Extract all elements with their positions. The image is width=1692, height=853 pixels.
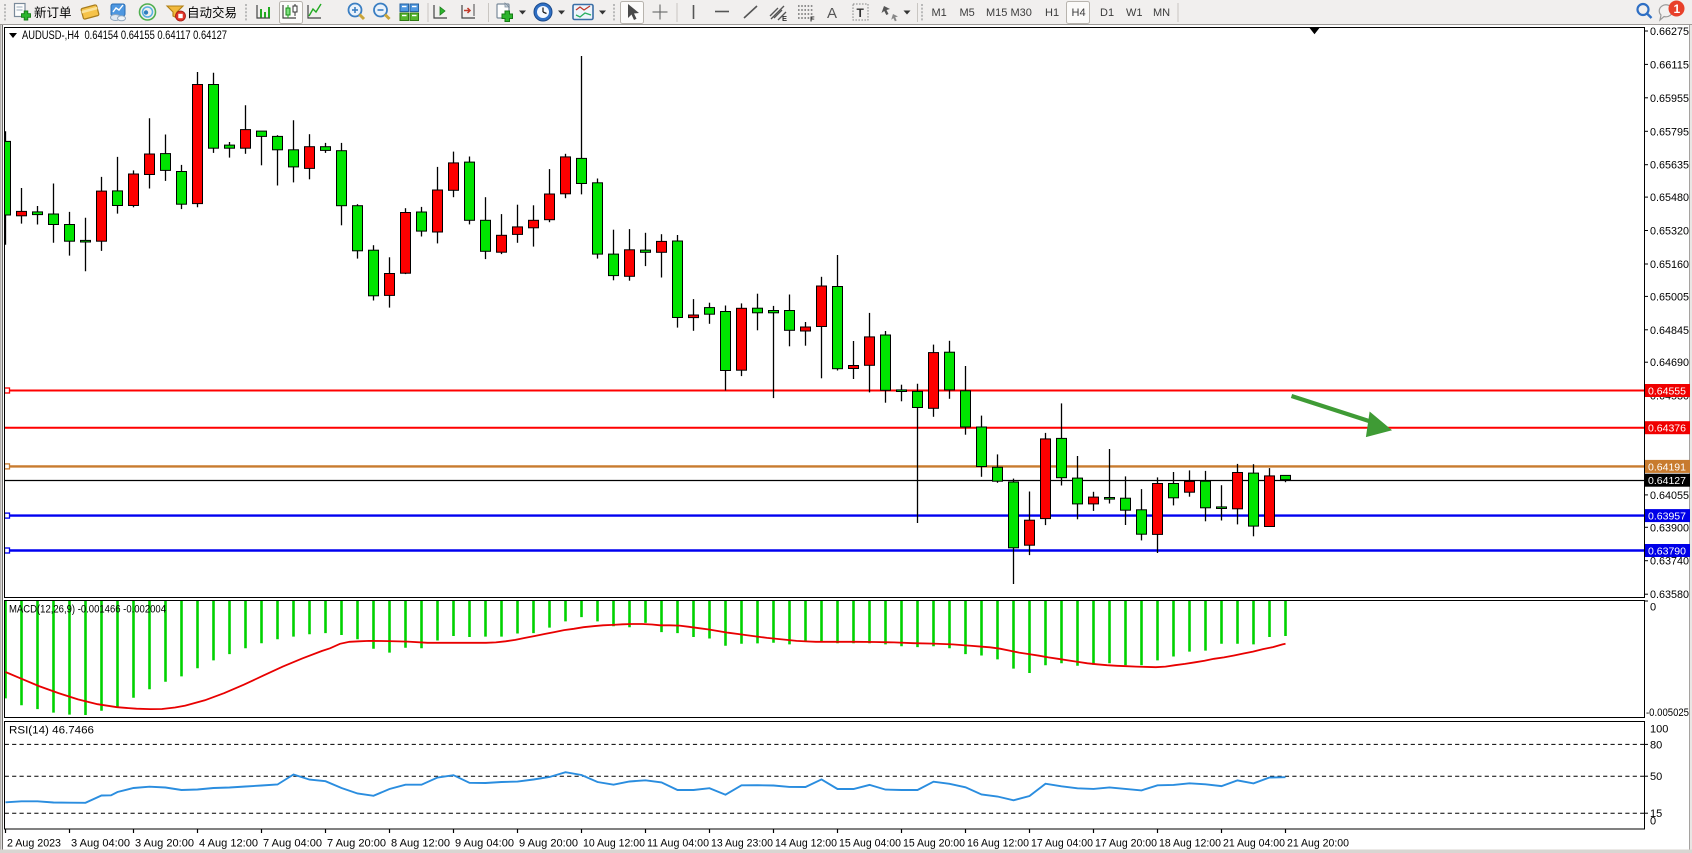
svg-text:M1: M1 xyxy=(932,7,947,19)
svg-text:1: 1 xyxy=(1674,2,1681,16)
svg-text:3 Aug 04:00: 3 Aug 04:00 xyxy=(71,838,130,850)
svg-text:0.64055: 0.64055 xyxy=(1650,490,1689,502)
svg-text:50: 50 xyxy=(1650,771,1662,783)
svg-text:9 Aug 04:00: 9 Aug 04:00 xyxy=(455,838,514,850)
svg-text:0.65005: 0.65005 xyxy=(1650,291,1689,303)
svg-text:14 Aug 12:00: 14 Aug 12:00 xyxy=(775,838,837,850)
svg-text:0: 0 xyxy=(1650,816,1656,828)
svg-text:13 Aug 23:00: 13 Aug 23:00 xyxy=(711,838,773,850)
svg-text:RSI(14) 46.7466: RSI(14) 46.7466 xyxy=(9,725,94,737)
svg-text:W1: W1 xyxy=(1126,7,1143,19)
svg-text:MACD(12,26,9) -0.001466 -0.002: MACD(12,26,9) -0.001466 -0.002004 xyxy=(9,604,166,616)
svg-text:15 Aug 20:00: 15 Aug 20:00 xyxy=(903,838,965,850)
svg-text:17 Aug 20:00: 17 Aug 20:00 xyxy=(1095,838,1157,850)
svg-text:0.64127: 0.64127 xyxy=(1648,475,1686,487)
svg-text:18 Aug 12:00: 18 Aug 12:00 xyxy=(1159,838,1221,850)
svg-text:0.64555: 0.64555 xyxy=(1648,386,1686,398)
svg-text:0.66275: 0.66275 xyxy=(1650,26,1689,38)
svg-text:F: F xyxy=(810,15,815,24)
svg-text:0.63900: 0.63900 xyxy=(1650,522,1689,534)
svg-text:0: 0 xyxy=(1650,602,1656,614)
svg-text:0.65955: 0.65955 xyxy=(1650,93,1689,105)
svg-text:9 Aug 20:00: 9 Aug 20:00 xyxy=(519,838,578,850)
svg-text:T: T xyxy=(857,6,865,20)
svg-text:4 Aug 12:00: 4 Aug 12:00 xyxy=(199,838,258,850)
svg-text:M30: M30 xyxy=(1011,7,1032,19)
svg-text:3 Aug 20:00: 3 Aug 20:00 xyxy=(135,838,194,850)
svg-text:80: 80 xyxy=(1650,739,1662,751)
svg-text:0.65795: 0.65795 xyxy=(1650,126,1689,138)
svg-text:15 Aug 04:00: 15 Aug 04:00 xyxy=(839,838,901,850)
svg-text:0.65160: 0.65160 xyxy=(1650,259,1689,271)
svg-text:新订单: 新订单 xyxy=(34,5,72,20)
svg-text:0.64191: 0.64191 xyxy=(1648,461,1686,473)
svg-text:-0.005025: -0.005025 xyxy=(1646,707,1689,719)
svg-text:8 Aug 12:00: 8 Aug 12:00 xyxy=(391,838,450,850)
svg-text:0.63790: 0.63790 xyxy=(1648,546,1686,558)
svg-text:MN: MN xyxy=(1153,7,1170,19)
svg-text:H4: H4 xyxy=(1072,7,1086,19)
svg-text:21 Aug 04:00: 21 Aug 04:00 xyxy=(1223,838,1285,850)
svg-text:自动交易: 自动交易 xyxy=(187,5,237,20)
svg-text:0.66115: 0.66115 xyxy=(1650,59,1689,71)
svg-text:0.63580: 0.63580 xyxy=(1650,589,1689,601)
svg-text:11 Aug 04:00: 11 Aug 04:00 xyxy=(647,838,709,850)
svg-text:0.63740: 0.63740 xyxy=(1650,556,1689,568)
svg-text:21 Aug 20:00: 21 Aug 20:00 xyxy=(1287,838,1349,850)
svg-text:0.65635: 0.65635 xyxy=(1650,160,1689,172)
svg-text:0.63957: 0.63957 xyxy=(1648,511,1686,523)
svg-text:15: 15 xyxy=(1650,808,1662,820)
svg-text:0.64690: 0.64690 xyxy=(1650,357,1689,369)
svg-text:0.64376: 0.64376 xyxy=(1648,423,1686,435)
svg-text:100: 100 xyxy=(1650,724,1668,736)
svg-text:10 Aug 12:00: 10 Aug 12:00 xyxy=(583,838,645,850)
svg-text:0.64845: 0.64845 xyxy=(1650,325,1689,337)
svg-text:M5: M5 xyxy=(960,7,975,19)
svg-text:17 Aug 04:00: 17 Aug 04:00 xyxy=(1031,838,1093,850)
svg-text:E: E xyxy=(782,14,787,23)
svg-text:0.65320: 0.65320 xyxy=(1650,226,1689,238)
svg-text:H1: H1 xyxy=(1045,7,1059,19)
svg-text:16 Aug 12:00: 16 Aug 12:00 xyxy=(967,838,1029,850)
svg-text:D1: D1 xyxy=(1100,7,1114,19)
svg-text:M15: M15 xyxy=(986,7,1007,19)
svg-text:A: A xyxy=(827,5,837,22)
svg-text:7 Aug 04:00: 7 Aug 04:00 xyxy=(263,838,322,850)
svg-text:0.65480: 0.65480 xyxy=(1650,192,1689,204)
svg-text:2 Aug 2023: 2 Aug 2023 xyxy=(7,838,61,850)
svg-text:7 Aug 20:00: 7 Aug 20:00 xyxy=(327,838,386,850)
svg-text:AUDUSD-,H4 0.64154 0.64155 0.: AUDUSD-,H4 0.64154 0.64155 0.64117 0.641… xyxy=(22,30,227,42)
